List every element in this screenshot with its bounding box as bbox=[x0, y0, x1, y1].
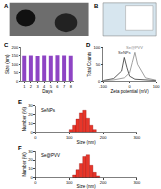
svg-text:-100: -100 bbox=[99, 84, 108, 89]
svg-text:F: F bbox=[18, 145, 22, 151]
svg-text:0: 0 bbox=[30, 175, 33, 180]
svg-text:3: 3 bbox=[36, 84, 39, 89]
svg-text:10: 10 bbox=[28, 121, 33, 126]
svg-text:A: A bbox=[4, 3, 9, 9]
svg-text:30: 30 bbox=[28, 149, 33, 154]
svg-text:100: 100 bbox=[66, 180, 73, 185]
svg-text:4: 4 bbox=[43, 84, 46, 89]
svg-text:Size (nm): Size (nm) bbox=[77, 140, 97, 145]
svg-text:10: 10 bbox=[28, 166, 33, 171]
svg-text:6: 6 bbox=[56, 84, 59, 89]
svg-text:Se@PVV: Se@PVV bbox=[126, 45, 143, 50]
svg-text:200: 200 bbox=[100, 180, 107, 185]
svg-text:Number (%): Number (%) bbox=[22, 106, 27, 131]
svg-text:0: 0 bbox=[34, 135, 37, 140]
svg-text:200: 200 bbox=[100, 135, 107, 140]
svg-text:50: 50 bbox=[96, 62, 101, 67]
svg-text:0: 0 bbox=[34, 180, 37, 185]
svg-text:30: 30 bbox=[28, 103, 33, 108]
svg-text:Size (nm): Size (nm) bbox=[5, 54, 10, 74]
svg-text:200: 200 bbox=[11, 45, 18, 50]
svg-text:B: B bbox=[94, 3, 99, 9]
svg-text:1: 1 bbox=[23, 84, 26, 89]
svg-text:100: 100 bbox=[11, 62, 18, 67]
svg-text:0: 0 bbox=[128, 84, 131, 89]
svg-text:0: 0 bbox=[30, 130, 33, 135]
svg-text:SeNPs: SeNPs bbox=[41, 108, 56, 113]
svg-text:0: 0 bbox=[16, 79, 19, 84]
svg-text:2: 2 bbox=[30, 84, 33, 89]
svg-text:5: 5 bbox=[50, 84, 53, 89]
svg-text:300: 300 bbox=[134, 180, 141, 185]
svg-text:20: 20 bbox=[28, 112, 33, 117]
svg-text:Size (nm): Size (nm) bbox=[77, 184, 97, 189]
svg-text:Days: Days bbox=[42, 89, 53, 94]
svg-text:E: E bbox=[18, 99, 22, 105]
svg-text:100: 100 bbox=[66, 135, 73, 140]
svg-text:SeNPs: SeNPs bbox=[118, 50, 130, 55]
svg-text:7: 7 bbox=[63, 84, 66, 89]
svg-text:20: 20 bbox=[28, 157, 33, 162]
svg-text:8: 8 bbox=[70, 84, 73, 89]
svg-text:300: 300 bbox=[134, 135, 141, 140]
svg-text:50: 50 bbox=[14, 70, 19, 75]
svg-text:0: 0 bbox=[98, 79, 101, 84]
svg-text:Se@PVV: Se@PVV bbox=[41, 153, 60, 158]
svg-text:Total Counts: Total Counts bbox=[87, 51, 92, 77]
svg-text:150: 150 bbox=[11, 53, 18, 58]
svg-text:Zeta potential (mV): Zeta potential (mV) bbox=[110, 89, 149, 94]
svg-text:100: 100 bbox=[153, 84, 160, 89]
svg-text:Number (%): Number (%) bbox=[22, 152, 27, 177]
svg-text:100: 100 bbox=[94, 45, 101, 50]
svg-text:C: C bbox=[4, 42, 9, 48]
svg-text:D: D bbox=[86, 42, 91, 48]
